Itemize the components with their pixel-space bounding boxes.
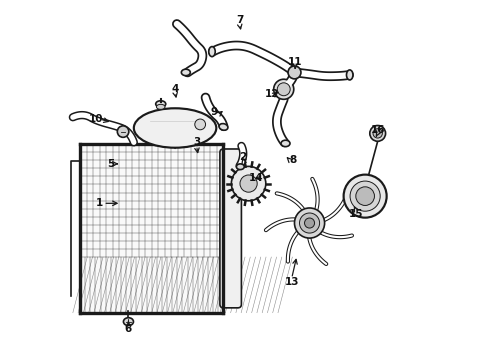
Circle shape	[240, 175, 257, 192]
Text: 8: 8	[290, 155, 297, 165]
Text: 4: 4	[172, 84, 179, 94]
Ellipse shape	[156, 101, 166, 107]
Text: 2: 2	[240, 152, 247, 162]
Text: 12: 12	[265, 89, 279, 99]
Ellipse shape	[346, 70, 353, 80]
Text: 6: 6	[125, 324, 132, 334]
Text: 1: 1	[96, 198, 103, 208]
Text: 3: 3	[193, 138, 200, 147]
Text: 15: 15	[349, 209, 364, 219]
Circle shape	[343, 175, 387, 218]
FancyBboxPatch shape	[220, 149, 242, 308]
Text: 13: 13	[284, 277, 299, 287]
Text: 14: 14	[248, 173, 263, 183]
Ellipse shape	[236, 164, 245, 170]
Circle shape	[294, 208, 324, 238]
Text: 16: 16	[370, 125, 385, 135]
Circle shape	[370, 126, 386, 141]
Ellipse shape	[281, 140, 290, 147]
Ellipse shape	[134, 108, 216, 148]
Text: 11: 11	[288, 57, 302, 67]
Circle shape	[373, 129, 382, 138]
Ellipse shape	[156, 104, 165, 109]
Ellipse shape	[209, 46, 215, 57]
Circle shape	[304, 218, 315, 228]
Text: 9: 9	[211, 107, 218, 117]
Circle shape	[356, 187, 374, 206]
Circle shape	[117, 126, 129, 137]
Circle shape	[350, 181, 380, 211]
Text: 7: 7	[236, 15, 244, 26]
Ellipse shape	[181, 69, 190, 76]
Ellipse shape	[123, 318, 133, 325]
Circle shape	[195, 119, 205, 130]
Circle shape	[274, 79, 294, 99]
Circle shape	[277, 83, 290, 96]
Circle shape	[299, 213, 319, 233]
Circle shape	[288, 66, 301, 79]
Polygon shape	[80, 144, 223, 313]
Circle shape	[231, 166, 266, 201]
Ellipse shape	[219, 123, 228, 130]
Text: 5: 5	[107, 159, 114, 169]
Text: 10: 10	[89, 114, 103, 124]
